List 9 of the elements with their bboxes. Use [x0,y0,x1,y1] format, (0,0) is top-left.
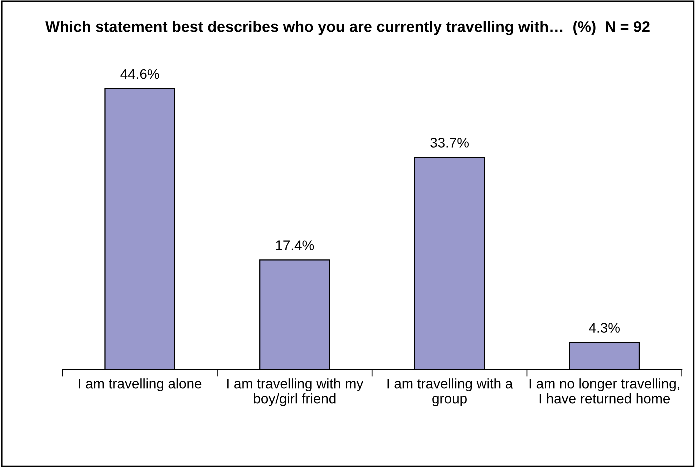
x-tick-label: I am travelling with my boy/girl friend [228,378,364,406]
data-label: 17.4% [276,240,314,250]
x-tick-label: I am travelling alone [79,378,202,392]
data-label: 33.7% [430,138,469,148]
x-tick-label: I am travelling with a group [388,378,514,406]
chart-title: Which statement best describes who you are currently travelling with… (%) N = 92 [46,21,650,36]
data-label: 4.3% [589,323,620,333]
data-label: 44.6% [120,69,160,80]
x-tick-label: I am no longer travelling, I have returned home [530,378,680,404]
